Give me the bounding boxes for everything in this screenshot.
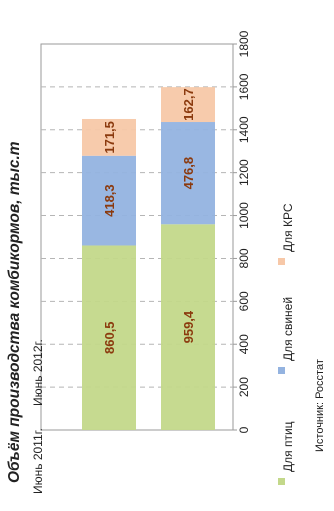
legend-label: Для свиней [281, 297, 295, 361]
legend-label: Для птиц [281, 421, 295, 472]
plot-frame [40, 43, 237, 431]
tick-labels: 0 200 400 600 800 1000 1200 1400 1600 1800 [237, 30, 251, 433]
data-label: 418,3 [102, 184, 117, 217]
tick-label: 1600 [237, 73, 251, 100]
plot-border [40, 43, 234, 431]
tick-label: 1400 [237, 116, 251, 143]
legend-swatch [278, 367, 285, 374]
tick-label: 0 [237, 426, 251, 433]
tick-label: 1000 [237, 202, 251, 229]
bar-segment [82, 155, 136, 246]
bar-segment [82, 118, 136, 156]
gridlines [41, 86, 233, 388]
bar-segment [82, 245, 136, 430]
data-label: 476,8 [181, 157, 196, 190]
bar-segment [161, 87, 215, 123]
bar-segment [161, 224, 215, 430]
tick-label: 1200 [237, 159, 251, 186]
legend: Для птиц Для свиней Для КРС [278, 203, 295, 485]
legend-swatch [278, 478, 285, 485]
tick-label: 1800 [237, 30, 251, 57]
data-label: 171,5 [102, 121, 117, 154]
category-label: Июнь 2011г. [31, 428, 45, 494]
source-note: Источник: Росстат [314, 359, 326, 452]
tick-label: 400 [237, 334, 251, 354]
legend-label: Для КРС [281, 203, 295, 252]
data-label: 860,5 [102, 321, 117, 354]
bars: 860,5 418,3 171,5 959,4 476,8 162,7 [82, 87, 215, 430]
bar-segment [161, 122, 215, 225]
legend-swatch [278, 258, 285, 265]
category-labels: Июнь 2011г. Июнь 2012г. [31, 339, 45, 494]
category-label: Июнь 2012г. [31, 339, 45, 406]
tick-label: 800 [237, 248, 251, 268]
data-label: 162,7 [181, 88, 196, 121]
tick-label: 600 [237, 291, 251, 311]
tick-label: 200 [237, 377, 251, 397]
chart-title: Объём производства комбикормов, тыс.т [6, 141, 23, 483]
data-label: 959,4 [181, 310, 196, 343]
